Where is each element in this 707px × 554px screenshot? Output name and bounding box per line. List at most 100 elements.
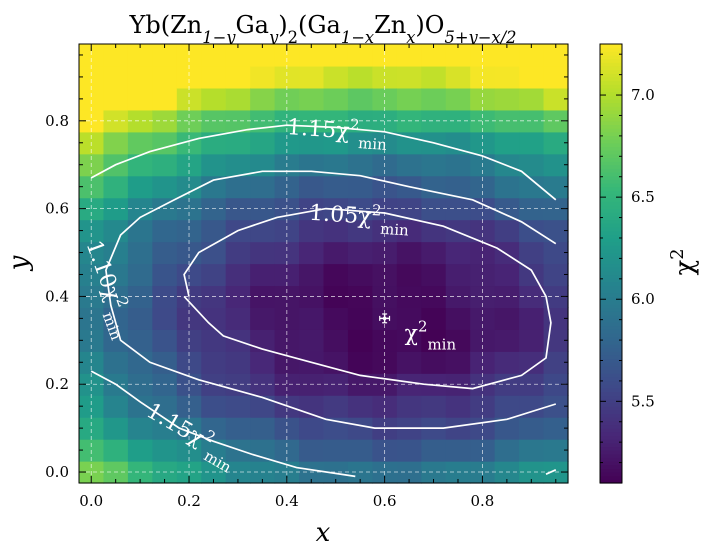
heatmap-cell [225, 44, 251, 67]
heatmap-cell [274, 87, 300, 111]
heatmap-cell [274, 263, 300, 287]
heatmap-cell [274, 241, 300, 265]
heatmap-cell [421, 44, 447, 67]
colorbar-segment [600, 387, 622, 393]
heatmap-cell [396, 153, 422, 177]
colorbar-segment [600, 120, 622, 126]
heatmap-cell [250, 44, 276, 67]
heatmap-cell [250, 263, 276, 287]
heatmap-cell [299, 241, 325, 265]
heatmap-cell [372, 87, 398, 111]
heatmap-cell [201, 175, 227, 199]
colorbar-segment [600, 314, 622, 319]
heatmap-cell [519, 109, 545, 133]
heatmap-cell [519, 241, 545, 265]
heatmap-cell [323, 219, 349, 243]
colorbar-segment [600, 479, 622, 484]
colorbar-segment [600, 109, 622, 115]
heatmap-cell [225, 351, 251, 374]
colorbar-segment [600, 193, 622, 199]
colorbar-segment [600, 248, 622, 254]
colorbar-segment [600, 175, 622, 180]
heatmap-cell [494, 87, 520, 111]
heatmap-cell [519, 461, 545, 484]
contour-line [183, 207, 552, 390]
heatmap-cell [347, 439, 373, 462]
colorbar-segment [600, 47, 622, 52]
heatmap-cell [225, 65, 251, 89]
colorbar-segment [600, 362, 622, 367]
heatmap-cell [79, 87, 105, 111]
heatmap-cell [103, 351, 129, 374]
heatmap-cell [127, 285, 153, 308]
colorbar-segment [600, 457, 622, 462]
colorbar-segment [600, 172, 622, 177]
heatmap-cell [347, 351, 373, 374]
heatmap-cell [421, 329, 447, 352]
heatmap-cell [201, 417, 227, 440]
heatmap-cell [201, 439, 227, 462]
heatmap-cell [127, 263, 153, 287]
colorbar-segment [600, 398, 622, 404]
colorbar-segment [600, 325, 622, 330]
heatmap-cell [347, 307, 373, 330]
colorbar-segment [600, 340, 622, 345]
heatmap-cell [519, 395, 545, 418]
colorbar-segment [600, 391, 622, 396]
heatmap-cell [421, 219, 447, 243]
colorbar-segment [600, 431, 622, 437]
colorbar-segment [600, 468, 622, 473]
heatmap-cell [543, 65, 569, 89]
heatmap-cell [421, 65, 447, 89]
heatmap-cell [421, 241, 447, 265]
colorbar-segment [600, 336, 622, 341]
x-tick-label: 0.0 [79, 492, 103, 510]
heatmap-cell [299, 329, 325, 352]
heatmap-cell [79, 373, 105, 396]
colorbar-segment [600, 322, 622, 327]
colorbar-segment [600, 307, 622, 312]
heatmap-cell [323, 395, 349, 418]
colorbar-segment [600, 226, 622, 232]
heatmap-cell [372, 395, 398, 418]
contour-line [545, 469, 557, 475]
heatmap-cell [225, 131, 251, 155]
chart-title: Yb(Zn1−yGay)2(Ga1−xZnx)O5+y−x/2 [129, 11, 517, 47]
heatmap-cell [323, 87, 349, 111]
colorbar-segment [600, 296, 622, 301]
heatmap-cell [152, 351, 178, 374]
heatmap-cell [323, 461, 349, 484]
heatmap-cell [445, 351, 471, 374]
heatmap-cell [274, 417, 300, 440]
colorbar-segment [600, 274, 622, 279]
heatmap-cell [323, 241, 349, 265]
heatmap-cell [396, 351, 422, 374]
contour-label: 1.05χ2min [308, 197, 411, 240]
colorbar-segment [600, 201, 622, 206]
colorbar-segment [600, 80, 622, 85]
heatmap-cell [519, 175, 545, 199]
heatmap-cell [127, 153, 153, 177]
heatmap-cell [347, 131, 373, 155]
heatmap-cell [274, 65, 300, 89]
colorbar: 5.5 6.0 6.5 7.0 [599, 43, 655, 484]
colorbar-segment [600, 54, 622, 60]
heatmap-cell [176, 263, 202, 287]
colorbar-segment [600, 365, 622, 371]
heatmap-cell [347, 219, 373, 243]
heatmap-cell [103, 131, 129, 155]
colorbar-segment [600, 347, 622, 352]
heatmap-cell [152, 44, 178, 67]
colorbar-segment [600, 446, 622, 451]
heatmap-cell [103, 175, 129, 199]
heatmap-cell [152, 87, 178, 111]
colorbar-segment [600, 91, 622, 96]
heatmap-cell [225, 285, 251, 308]
x-tick-label: 0.6 [373, 492, 397, 510]
colorbar-segment [600, 124, 622, 129]
colorbar-tick-label: 6.0 [631, 290, 655, 308]
heatmap-cell [445, 395, 471, 418]
heatmap-cell [445, 263, 471, 287]
heatmap-cell [152, 65, 178, 89]
heatmap-cell [445, 44, 471, 67]
